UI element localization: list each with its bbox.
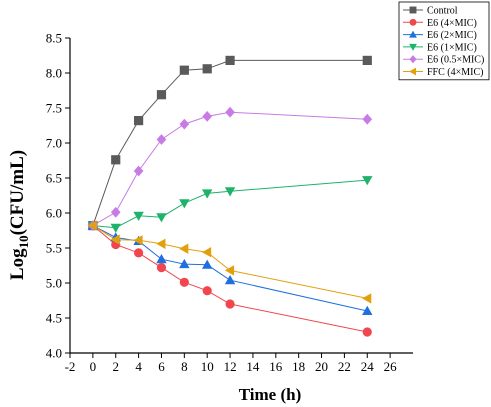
data-point-series-5 [225, 106, 235, 118]
data-point-series-6 [362, 293, 372, 304]
series-markers [87, 55, 373, 337]
legend-label: FFC (4×MIC) [427, 67, 483, 78]
data-point-series-3 [179, 258, 190, 269]
legend-marker [409, 67, 416, 76]
x-tick-label: 18 [292, 359, 305, 374]
x-tick-label: 8 [181, 359, 188, 374]
x-axis-title: Time (h) [239, 385, 302, 404]
legend-marker [409, 30, 417, 38]
legend-label: E6 (4×MIC) [427, 18, 477, 29]
y-tick-label: 8.5 [46, 31, 62, 46]
data-point-series-2 [202, 286, 212, 296]
data-point-series-1 [202, 64, 212, 74]
y-tick-label: 7.5 [46, 101, 62, 116]
y-tick-label: 6.0 [46, 206, 62, 221]
data-point-series-5 [362, 113, 373, 125]
data-point-series-1 [134, 116, 144, 126]
data-point-series-6 [202, 247, 212, 258]
y-tick-label: 7.0 [46, 136, 62, 151]
legend-label: E6 (2×MIC) [427, 30, 477, 41]
x-tick-label: 22 [338, 359, 351, 374]
y-tick-label: 5.0 [46, 276, 62, 291]
series-line-4 [92, 179, 368, 229]
data-point-series-4 [202, 189, 213, 199]
series-line-1 [92, 59, 368, 226]
y-tick-label: 4.5 [46, 311, 62, 326]
data-point-series-3 [156, 254, 167, 264]
x-tick-label: 16 [269, 359, 283, 374]
data-point-series-6 [179, 243, 189, 254]
x-tick-label: 2 [112, 359, 119, 374]
x-tick-label: 0 [90, 359, 97, 374]
data-point-series-6 [224, 265, 235, 276]
data-point-series-4 [110, 223, 121, 233]
data-point-series-1 [156, 90, 167, 100]
legend-marker [409, 43, 417, 51]
data-point-series-2 [225, 299, 235, 309]
series-line-6 [92, 225, 368, 299]
data-point-series-6 [133, 235, 143, 246]
x-tick-label: 20 [315, 359, 328, 374]
x-tick-label: 10 [201, 359, 214, 374]
x-tick-label: 6 [158, 359, 165, 374]
data-point-series-1 [225, 55, 235, 65]
legend-box [398, 1, 490, 81]
legend-label: Control [427, 6, 458, 17]
x-tick-label: 4 [135, 359, 142, 374]
x-tick-label: -2 [65, 359, 76, 374]
ticks: -2 0 2 4 6 8 10 12 14 16 18 20 22 24 264.04.55.05.56.0… [46, 31, 397, 375]
legend-marker [409, 18, 417, 26]
data-point-series-2 [179, 277, 189, 287]
y-axis-title-main: Log [7, 248, 28, 280]
y-axis-title-subscript: 10 [16, 235, 31, 248]
data-point-series-6 [87, 220, 97, 231]
y-axis-title-tail: (CFU/mL) [7, 150, 28, 235]
y-axis-title: Log10(CFU/mL) [7, 150, 31, 280]
data-point-series-1 [179, 65, 189, 75]
legend-label: E6 (1×MIC) [427, 42, 477, 53]
data-point-series-5 [202, 111, 212, 122]
data-point-series-4 [179, 199, 190, 209]
data-point-series-1 [111, 155, 121, 165]
data-point-series-2 [362, 327, 372, 337]
x-tick-label: 26 [384, 359, 398, 374]
x-tick-label: 24 [361, 359, 375, 374]
data-point-series-3 [362, 305, 373, 315]
legend-label: E6 (0.5×MIC) [427, 55, 484, 66]
data-point-series-1 [362, 55, 372, 65]
x-tick-label: 14 [246, 359, 260, 374]
data-point-series-6 [110, 234, 120, 245]
y-tick-label: 5.5 [46, 241, 62, 256]
y-tick-label: 6.5 [46, 171, 62, 186]
data-point-series-4 [156, 213, 167, 223]
data-point-series-3 [202, 259, 213, 269]
data-point-series-4 [133, 211, 144, 221]
data-point-series-2 [156, 263, 167, 273]
data-point-series-3 [224, 275, 236, 285]
data-point-series-2 [134, 248, 144, 258]
y-tick-label: 4.0 [46, 346, 62, 361]
data-point-series-6 [156, 238, 166, 249]
x-tick-label: 12 [224, 359, 237, 374]
data-point-series-5 [179, 118, 190, 130]
data-point-series-5 [133, 165, 144, 177]
data-point-series-5 [110, 206, 121, 218]
y-tick-label: 8.0 [46, 66, 62, 81]
legend-marker [409, 55, 417, 64]
data-point-series-4 [224, 187, 236, 197]
legend-marker [409, 6, 417, 14]
axes [69, 38, 413, 354]
data-point-series-4 [362, 176, 373, 186]
data-point-series-5 [156, 134, 167, 145]
